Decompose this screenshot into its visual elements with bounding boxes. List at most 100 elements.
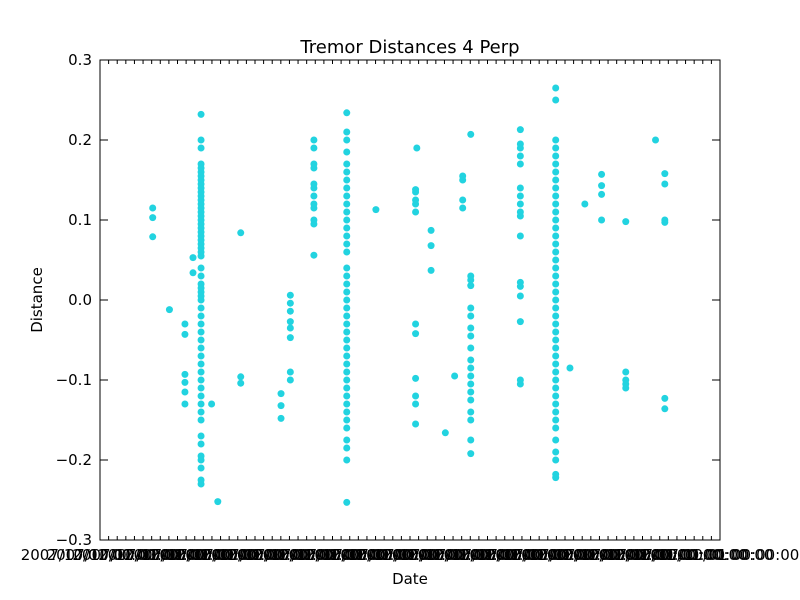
data-point — [181, 320, 189, 328]
data-point — [552, 288, 560, 296]
data-point — [459, 196, 467, 204]
data-point — [467, 380, 475, 388]
data-point — [412, 400, 420, 408]
data-point — [197, 304, 205, 312]
y-tick-label: 0.1 — [68, 211, 92, 229]
data-point — [552, 160, 560, 168]
data-point — [412, 320, 420, 328]
data-point — [427, 242, 435, 250]
data-point — [310, 220, 318, 228]
data-point — [467, 364, 475, 372]
data-point — [598, 190, 606, 198]
plot-frame — [99, 59, 721, 541]
data-point — [467, 324, 475, 332]
data-point — [343, 168, 351, 176]
data-point — [467, 356, 475, 364]
data-point — [343, 200, 351, 208]
x-tick-label: 2007/10/01 00:00:00 — [150, 546, 309, 564]
data-point — [552, 344, 560, 352]
data-point — [343, 216, 351, 224]
data-point — [197, 252, 205, 260]
data-point — [343, 408, 351, 416]
x-tick-label: 2007/10/01 00:00:00 — [21, 546, 180, 564]
x-tick-label: 2007/10/01 00:00:00 — [408, 546, 567, 564]
data-point — [343, 392, 351, 400]
data-points — [149, 84, 669, 506]
data-point — [413, 144, 421, 152]
data-point — [516, 232, 524, 240]
data-point — [197, 400, 205, 408]
data-point — [310, 192, 318, 200]
y-tick-label: −0.1 — [56, 371, 92, 389]
data-point — [552, 336, 560, 344]
data-point — [552, 184, 560, 192]
data-point — [286, 324, 294, 332]
data-point — [661, 405, 669, 413]
data-point — [552, 368, 560, 376]
data-point — [552, 152, 560, 160]
data-point — [467, 304, 475, 312]
x-axis-label: Date — [392, 570, 428, 588]
data-point — [467, 450, 475, 458]
data-point — [197, 336, 205, 344]
x-tick-label: 2007/10/01 00:00:00 — [176, 546, 335, 564]
data-point — [343, 232, 351, 240]
data-point — [343, 304, 351, 312]
data-point — [181, 388, 189, 396]
data-point — [343, 320, 351, 328]
data-point — [552, 192, 560, 200]
data-point — [552, 144, 560, 152]
data-point — [552, 168, 560, 176]
data-point — [310, 251, 318, 259]
data-point — [516, 200, 524, 208]
y-tick-label: −0.3 — [56, 531, 92, 549]
x-tick-label: 2007/10/01 00:00:00 — [98, 546, 257, 564]
data-point — [622, 368, 630, 376]
x-tick-label: 2007/10/01 00:00:00 — [279, 546, 438, 564]
data-point — [343, 148, 351, 156]
data-point — [552, 352, 560, 360]
data-point — [552, 304, 560, 312]
data-point — [197, 312, 205, 320]
x-tick-label: 2007/10/01 00:00:00 — [72, 546, 231, 564]
data-point — [237, 373, 245, 381]
data-point — [343, 184, 351, 192]
x-tick-label: 2007/10/01 00:00:00 — [512, 546, 671, 564]
data-point — [552, 216, 560, 224]
data-point — [343, 160, 351, 168]
data-point — [181, 378, 189, 386]
data-point — [552, 392, 560, 400]
data-point — [197, 264, 205, 272]
data-point — [149, 233, 157, 241]
data-point — [516, 318, 524, 326]
data-point — [467, 276, 475, 284]
data-point — [286, 291, 294, 299]
data-point — [661, 170, 669, 178]
data-point — [467, 130, 475, 138]
data-point — [427, 266, 435, 274]
data-point — [197, 416, 205, 424]
data-point — [181, 330, 189, 338]
data-point — [189, 269, 197, 277]
x-tick-label: 2007/10/01 00:00:00 — [47, 546, 206, 564]
data-point — [552, 312, 560, 320]
x-tick-label: 2007/10/01 00:00:00 — [331, 546, 490, 564]
data-point — [277, 414, 285, 422]
data-point — [343, 360, 351, 368]
x-tick-label: 2007/10/01 00:00:00 — [124, 546, 283, 564]
data-point — [286, 299, 294, 307]
data-point — [459, 204, 467, 212]
x-tick-label: 2007/10/01 00:00:00 — [537, 546, 696, 564]
data-point — [552, 232, 560, 240]
x-tick-label: 2007/10/01 00:00:00 — [486, 546, 645, 564]
data-point — [310, 136, 318, 144]
data-point — [412, 392, 420, 400]
y-axis-label: Distance — [28, 267, 46, 333]
data-point — [197, 352, 205, 360]
data-point — [581, 200, 589, 208]
data-point — [598, 182, 606, 190]
data-point — [552, 416, 560, 424]
data-point — [552, 248, 560, 256]
data-point — [214, 498, 222, 506]
data-point — [343, 192, 351, 200]
